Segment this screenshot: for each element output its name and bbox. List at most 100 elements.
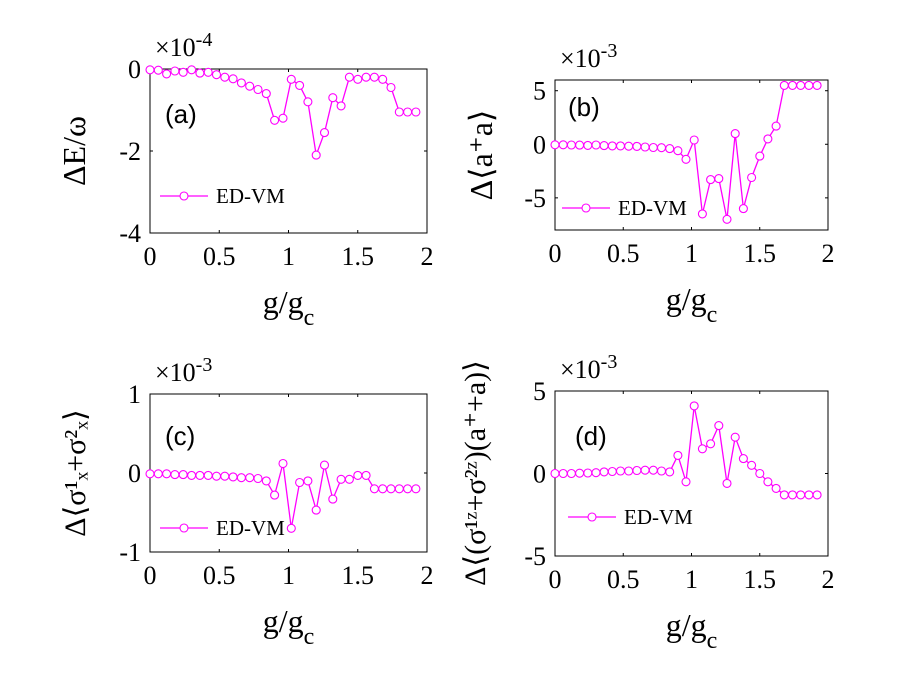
- legend-marker: [179, 191, 189, 201]
- data-point: [178, 470, 188, 480]
- data-point: [755, 151, 765, 161]
- legend-marker: [581, 203, 591, 213]
- axis-multiplier: ×10-4: [155, 29, 212, 62]
- y-axis-label: ΔE/ω: [56, 116, 92, 186]
- data-point: [673, 146, 683, 156]
- data-point: [583, 468, 593, 478]
- data-point: [328, 93, 338, 103]
- axis-multiplier-exponent: -3: [601, 40, 618, 62]
- data-point: [673, 450, 683, 460]
- data-point: [583, 140, 593, 150]
- x-tick-label: 0.5: [203, 242, 236, 271]
- data-point: [771, 121, 781, 131]
- data-point: [550, 468, 560, 479]
- data-point: [245, 473, 255, 483]
- data-point: [632, 465, 642, 476]
- axis-multiplier-exponent: -3: [196, 354, 213, 376]
- data-point: [228, 74, 238, 84]
- x-tick-label: 0: [549, 239, 562, 268]
- axis-multiplier: ×10-3: [155, 354, 212, 387]
- y-axis-label: Δ⟨a⁺a⟩: [463, 110, 499, 201]
- data-point: [665, 467, 675, 477]
- data-point: [336, 474, 346, 484]
- legend-label: ED-VM: [216, 184, 285, 208]
- data-point: [804, 490, 814, 500]
- data-point: [747, 172, 757, 183]
- data-point: [187, 65, 197, 75]
- y-tick-label: 1: [128, 380, 141, 409]
- axis-multiplier-exponent: -4: [196, 29, 213, 51]
- y-tick-label: -5: [524, 184, 546, 213]
- data-point: [779, 490, 789, 500]
- data-point: [796, 490, 806, 500]
- data-point: [162, 69, 172, 79]
- data-point: [640, 465, 650, 475]
- data-point: [411, 484, 421, 494]
- x-tick-label: 2: [822, 565, 835, 594]
- data-point: [697, 209, 707, 219]
- x-axis-label: g/gc: [263, 284, 315, 331]
- data-point: [211, 471, 222, 481]
- data-point: [763, 477, 773, 487]
- panel-3: 0 0.5 1 1.5 2-101×10-3g/gcΔ⟨σ¹ₓ+σ²ₓ⟩ (c)ED-VM: [59, 354, 434, 650]
- legend: ED-VM: [160, 184, 285, 208]
- data-point: [328, 494, 338, 504]
- x-tick-label: 1: [282, 242, 295, 271]
- data-point: [738, 204, 748, 214]
- data-point: [311, 505, 321, 515]
- x-axis-label-subscript: c: [304, 305, 315, 331]
- data-point: [787, 80, 798, 90]
- x-tick-label: 1: [282, 561, 295, 590]
- data-point: [812, 490, 822, 500]
- data-point: [286, 74, 296, 84]
- legend: ED-VM: [160, 516, 285, 540]
- data-point: [607, 141, 617, 151]
- data-point: [295, 477, 305, 488]
- y-tick-label: 0: [533, 460, 546, 489]
- data-point: [220, 471, 230, 481]
- legend-label: ED-VM: [216, 516, 285, 540]
- data-point: [386, 82, 396, 93]
- data-point: [656, 143, 667, 153]
- data-point: [566, 140, 576, 150]
- data-point: [566, 468, 576, 479]
- data-point: [145, 469, 155, 479]
- data-point: [245, 81, 255, 91]
- data-point: [153, 469, 163, 479]
- data-point: [162, 469, 172, 479]
- legend: ED-VM: [568, 505, 693, 529]
- x-tick-label: 1.5: [744, 565, 777, 594]
- data-point: [203, 470, 213, 480]
- data-point: [295, 80, 305, 90]
- data-point: [624, 141, 634, 151]
- data-point: [170, 66, 180, 76]
- data-point: [763, 134, 773, 144]
- data-point: [303, 97, 313, 107]
- data-point: [270, 115, 280, 125]
- x-tick-label: 2: [421, 561, 434, 590]
- data-point: [648, 465, 658, 475]
- x-tick-label: 0: [144, 242, 157, 271]
- y-axis-label: Δ⟨σ¹ₓ+σ²ₓ⟩: [59, 409, 92, 536]
- data-point: [195, 68, 205, 78]
- data-point: [558, 140, 568, 150]
- y-tick-label: 0: [128, 55, 141, 84]
- data-point: [203, 67, 213, 77]
- data-point: [599, 467, 609, 477]
- data-point: [386, 484, 396, 494]
- data-point: [153, 65, 163, 75]
- data-point: [228, 472, 238, 482]
- data-point: [303, 476, 313, 486]
- data-point: [575, 140, 585, 150]
- data-point: [747, 460, 757, 470]
- plot-area: [149, 68, 428, 234]
- data-point: [220, 72, 230, 82]
- legend-marker: [179, 523, 189, 533]
- x-tick-label: 0.5: [607, 239, 640, 268]
- data-point: [187, 470, 197, 480]
- data-point: [615, 141, 626, 151]
- data-point: [403, 484, 413, 494]
- data-point: [738, 454, 748, 464]
- data-point: [361, 72, 371, 82]
- legend-label: ED-VM: [624, 505, 693, 529]
